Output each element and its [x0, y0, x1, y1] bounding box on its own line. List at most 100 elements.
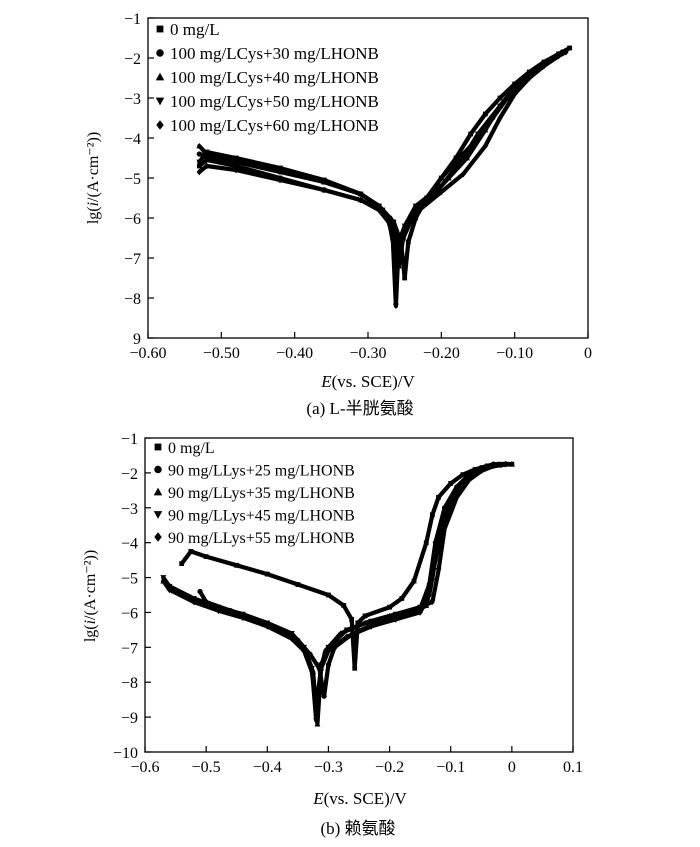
data-point — [464, 154, 470, 161]
y-tick-label: −6 — [124, 211, 141, 228]
legend-a: 0 mg/L 100 mg/LCys+30 mg/LHONB 100 mg/LCys… — [155, 20, 379, 135]
series-line — [197, 49, 569, 265]
data-point — [448, 480, 454, 486]
legend-item: 100 mg/LCys+30 mg/LHONB — [156, 44, 379, 63]
y-tick-label: −5 — [121, 571, 138, 588]
x-tick-label: −0.30 — [349, 345, 386, 362]
legend-label: 0 mg/L — [168, 440, 215, 457]
data-point — [416, 206, 422, 214]
data-point — [321, 693, 327, 699]
y-axis-label-a: lg(i/(A·cm⁻²)) — [85, 132, 102, 224]
data-point — [233, 163, 239, 169]
data-point — [393, 616, 399, 623]
data-point — [325, 647, 332, 655]
data-point — [405, 218, 411, 226]
data-point — [567, 45, 573, 51]
x-tick-label: −0.5 — [192, 759, 221, 776]
series-line — [161, 462, 514, 727]
legend-label: 100 mg/LCys+60 mg/LHONB — [170, 116, 379, 135]
y-tick-label: −8 — [124, 291, 141, 308]
data-point — [318, 664, 324, 672]
data-point — [438, 188, 444, 196]
data-point — [196, 159, 203, 166]
legend-marker-icon — [156, 120, 164, 130]
series-line — [161, 462, 508, 723]
data-point — [313, 718, 320, 724]
data-point — [497, 95, 503, 101]
data-point — [392, 303, 399, 310]
data-point — [411, 578, 417, 584]
x-tick-label: −0.2 — [375, 759, 404, 776]
data-point — [215, 607, 222, 615]
legend-item: 100 mg/LCys+60 mg/LHONB — [156, 116, 379, 135]
data-point — [233, 155, 239, 162]
legend-label: 90 mg/LLys+25 mg/LHONB — [168, 463, 355, 480]
data-point — [233, 166, 239, 174]
data-point — [203, 554, 209, 560]
data-point — [482, 142, 488, 150]
data-point — [313, 703, 319, 711]
data-point — [402, 275, 408, 281]
data-point — [429, 599, 436, 606]
data-point — [344, 633, 350, 641]
x-tick-label: −0.3 — [314, 759, 343, 776]
data-point — [368, 623, 374, 630]
data-point — [295, 582, 301, 587]
series-line — [161, 462, 508, 709]
legend-label: 90 mg/LLys+55 mg/LHONB — [168, 530, 355, 547]
legend-item: 90 mg/LLys+25 mg/LHONB — [154, 463, 355, 480]
data-point — [556, 52, 562, 60]
data-point — [436, 494, 441, 500]
y-ticks-b: −10 −9 −8 −7 −6 −5 −4 −3 −2 −1 — [113, 431, 151, 762]
x-tick-label: −0.60 — [129, 345, 166, 362]
caption-b: (b) 赖氨酸 — [320, 819, 395, 838]
legend-item: 90 mg/LLys+55 mg/LHONB — [154, 530, 355, 547]
legend-label: 100 mg/LCys+40 mg/LHONB — [170, 68, 379, 87]
legend-label: 90 mg/LLys+35 mg/LHONB — [168, 485, 355, 502]
y-tick-label: −5 — [124, 171, 141, 188]
legend-marker-icon — [154, 532, 162, 542]
legend-marker-icon — [153, 487, 163, 496]
y-tick-label: −2 — [121, 466, 138, 483]
data-point — [197, 588, 203, 595]
data-point — [412, 203, 419, 210]
data-point — [277, 165, 283, 172]
x-ticks-b: −0.6 −0.5 −0.4 −0.3 −0.2 −0.1 0 0.1 — [130, 746, 583, 776]
data-point — [423, 540, 429, 546]
data-point — [391, 234, 397, 242]
legend-label: 100 mg/LCys+30 mg/LHONB — [170, 44, 379, 63]
data-point — [343, 627, 350, 634]
legend-marker-icon — [153, 511, 163, 519]
data-point — [468, 131, 474, 137]
data-point — [482, 111, 488, 117]
data-point — [326, 592, 331, 598]
plot-area-a — [147, 17, 589, 339]
data-point — [362, 613, 368, 619]
caption-a: (a) L-半胱氨酸 — [306, 399, 413, 418]
y-tick-label: 9 — [133, 331, 141, 348]
data-point — [341, 603, 347, 608]
data-point — [204, 162, 210, 170]
data-point — [368, 618, 375, 625]
data-point — [497, 114, 503, 122]
legend-marker-icon — [156, 49, 164, 57]
x-tick-label: −0.40 — [276, 345, 313, 362]
data-point — [399, 596, 405, 601]
data-point — [511, 85, 518, 92]
data-point — [417, 609, 423, 616]
data-point — [288, 630, 295, 637]
x-axis-label-b: E(vs. SCE)/V — [312, 789, 407, 808]
data-point — [541, 62, 547, 70]
data-point — [394, 258, 400, 266]
y-axis-label-b: lg(i/(A·cm⁻²)) — [82, 550, 99, 642]
legend-item: 0 mg/L — [154, 440, 215, 457]
data-point — [426, 591, 432, 599]
data-point — [240, 614, 246, 622]
legend-marker-icon — [154, 465, 162, 474]
data-point — [358, 196, 364, 204]
data-point — [413, 215, 419, 221]
legend-item: 100 mg/LCys+40 mg/LHONB — [155, 68, 379, 87]
y-tick-label: −6 — [121, 605, 138, 622]
y-tick-label: −10 — [113, 745, 138, 762]
